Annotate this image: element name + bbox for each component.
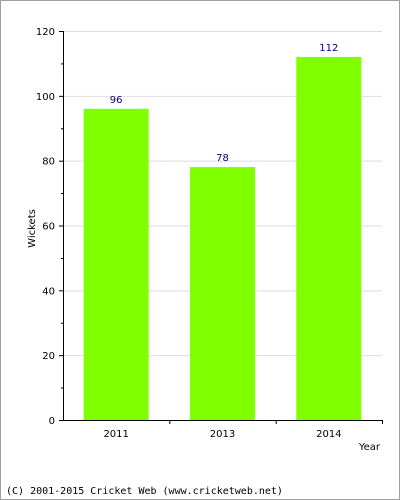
x-axis-title: Year: [358, 442, 381, 453]
bar-value-label: 78: [216, 153, 229, 164]
x-tick-label: 2014: [316, 429, 341, 440]
bar: [296, 56, 362, 421]
x-tick-label: 2013: [210, 429, 235, 440]
y-tick-label: 100: [36, 92, 55, 103]
copyright-notice: (C) 2001-2015 Cricket Web (www.cricketwe…: [6, 486, 283, 497]
y-tick-label: 20: [42, 351, 55, 362]
bar: [190, 167, 255, 420]
y-tick-label: 40: [42, 286, 55, 297]
labels: 0 20 40 60 80 100 120 96 2011 78 2013 112 2014 Year Wi…: [27, 27, 381, 453]
y-tick-label: 80: [42, 157, 55, 168]
bar-value-label: 96: [110, 95, 123, 106]
y-axis-title: Wickets: [27, 209, 38, 248]
axes: [59, 31, 383, 424]
bars: [83, 56, 362, 421]
y-tick-label: 0: [49, 416, 55, 427]
bar-value-label: 112: [319, 43, 338, 54]
y-tick-label: 60: [42, 222, 55, 233]
y-tick-label: 120: [36, 27, 55, 38]
bar: [83, 108, 149, 421]
x-tick-label: 2011: [103, 429, 128, 440]
